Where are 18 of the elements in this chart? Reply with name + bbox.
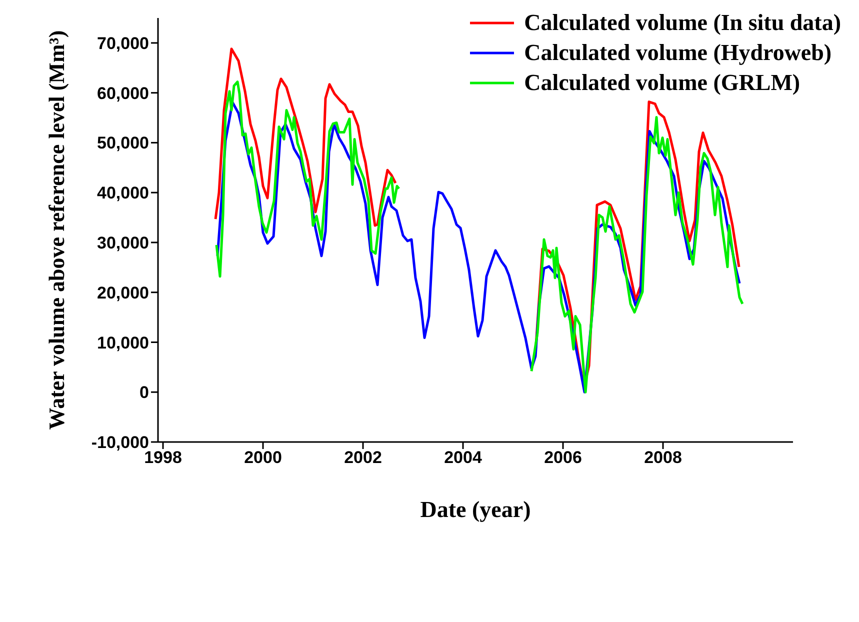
y-tick-label: 50,000 bbox=[97, 134, 149, 153]
y-tick-label: 30,000 bbox=[97, 234, 149, 253]
y-tick-label: 40,000 bbox=[97, 184, 149, 203]
y-axis-title: Water volume above reference level (Mm³) bbox=[44, 30, 68, 430]
x-tick-label: 2004 bbox=[444, 448, 482, 468]
y-tick-label: 70,000 bbox=[97, 34, 149, 53]
x-tick-label: 2006 bbox=[544, 448, 582, 468]
x-tick-label: 2002 bbox=[344, 448, 382, 468]
y-tick-label: 0 bbox=[140, 383, 149, 402]
x-axis-title: Date (year) bbox=[420, 497, 531, 522]
x-tick-label: 2000 bbox=[244, 448, 282, 468]
y-tick-label: 10,000 bbox=[97, 333, 149, 352]
y-tick-label: 60,000 bbox=[97, 84, 149, 103]
legend-label: Calculated volume (Hydroweb) bbox=[524, 39, 832, 67]
x-tick-label: 2008 bbox=[644, 448, 682, 468]
y-tick-label: 20,000 bbox=[97, 283, 149, 302]
legend-label: Calculated volume (GRLM) bbox=[524, 69, 800, 97]
legend-label: Calculated volume (In situ data) bbox=[524, 9, 841, 37]
